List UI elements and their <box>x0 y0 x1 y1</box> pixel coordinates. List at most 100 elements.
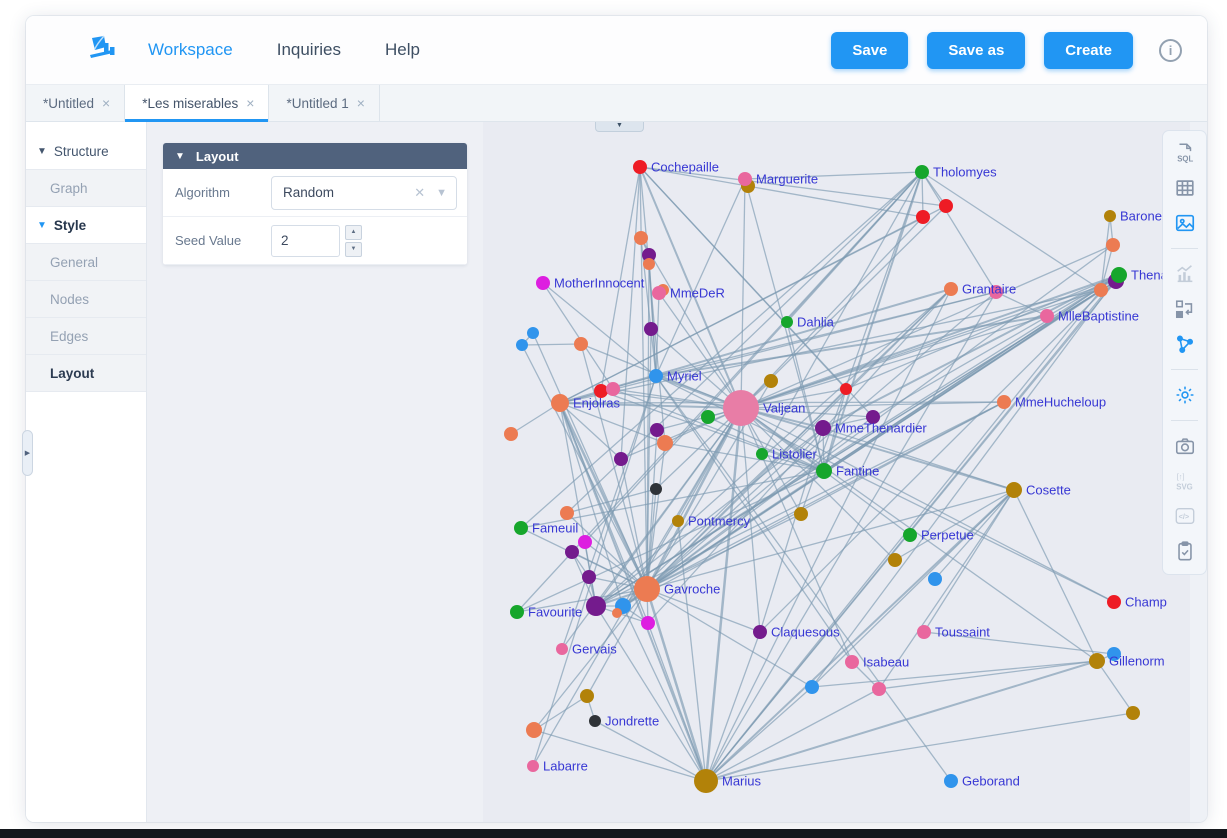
graph-node[interactable] <box>582 570 596 584</box>
sidebar-item-general[interactable]: General <box>26 244 146 281</box>
clear-icon[interactable]: ✕ <box>414 184 426 200</box>
expand-sidebar-handle[interactable]: ▶ <box>22 430 33 476</box>
graph-canvas[interactable]: Cochepaille Marguerite Tholomyes Barone Moth… <box>483 122 1207 822</box>
sidebar-item-layout[interactable]: Layout <box>26 355 146 392</box>
sidebar-item-style[interactable]: ▼ Style <box>26 207 146 244</box>
tab-untitled-1[interactable]: *Untitled 1 × <box>269 85 380 121</box>
graph-node[interactable] <box>504 427 518 441</box>
graph-node-favourite[interactable] <box>510 605 524 619</box>
graph-node[interactable] <box>565 545 579 559</box>
graph-node[interactable] <box>644 322 658 336</box>
settings-icon[interactable] <box>1174 384 1196 406</box>
graph-node-tholomyes[interactable] <box>915 165 929 179</box>
graph-node-geborand[interactable] <box>944 774 958 788</box>
layout-widget-header[interactable]: ▼ Layout <box>163 143 467 169</box>
save-as-button[interactable]: Save as <box>927 31 1026 69</box>
graph-node-fantine[interactable] <box>816 463 832 479</box>
collapse-panel-handle[interactable]: ▼ <box>595 122 644 132</box>
graph-node[interactable] <box>650 423 664 437</box>
app-logo-icon[interactable] <box>80 30 120 70</box>
table-icon[interactable] <box>1174 177 1196 199</box>
graph-node-gavroche[interactable] <box>634 576 660 602</box>
graph-node-marius[interactable] <box>694 769 718 793</box>
graph-node[interactable] <box>657 435 673 451</box>
graph-node[interactable] <box>606 382 620 396</box>
tab-untitled[interactable]: *Untitled × <box>26 85 126 121</box>
graph-node-mmehucheloup[interactable] <box>997 395 1011 409</box>
graph-node[interactable] <box>643 258 655 270</box>
close-icon[interactable]: × <box>102 95 111 111</box>
graph-node-isabeau[interactable] <box>845 655 859 669</box>
graph-node-marguerite[interactable] <box>738 172 752 186</box>
graph-node[interactable] <box>872 682 886 696</box>
graph-node[interactable] <box>574 337 588 351</box>
graph-node[interactable] <box>805 680 819 694</box>
graph-node[interactable] <box>989 285 1003 299</box>
image-icon[interactable] <box>1174 212 1196 234</box>
close-icon[interactable]: × <box>356 95 365 111</box>
spin-down-button[interactable]: ▼ <box>345 241 362 257</box>
graph-node[interactable] <box>527 327 539 339</box>
graph-node[interactable] <box>516 339 528 351</box>
close-icon[interactable]: × <box>246 95 255 111</box>
graph-node[interactable] <box>764 374 778 388</box>
graph-node[interactable] <box>526 722 542 738</box>
graph-node[interactable] <box>580 689 594 703</box>
graph-node-enjolras[interactable] <box>551 394 569 412</box>
graph-node[interactable] <box>888 553 902 567</box>
graph-node[interactable] <box>1126 706 1140 720</box>
algorithm-select[interactable]: Random ✕ ▼ <box>271 175 457 210</box>
graph-node-fameuil[interactable] <box>514 521 528 535</box>
graph-node[interactable] <box>701 410 715 424</box>
graph-node-claquesous[interactable] <box>753 625 767 639</box>
nav-item-inquiries[interactable]: Inquiries <box>276 40 341 59</box>
tab-les-miserables[interactable]: *Les miserables × <box>125 85 270 122</box>
graph-node[interactable] <box>794 507 808 521</box>
sidebar-item-nodes[interactable]: Nodes <box>26 281 146 318</box>
sql-file-icon[interactable]: SQL <box>1174 142 1196 164</box>
graph-node-mllebaptistine[interactable] <box>1040 309 1054 323</box>
graph-node-grantaire[interactable] <box>944 282 958 296</box>
graph-node-cochepaille[interactable] <box>633 160 647 174</box>
graph-node[interactable] <box>612 608 622 618</box>
graph-node-dahlia[interactable] <box>781 316 793 328</box>
graph-node-mmeder[interactable] <box>652 286 666 300</box>
graph-node-gillenorm[interactable] <box>1089 653 1105 669</box>
graph-node-perpetue[interactable] <box>903 528 917 542</box>
graph-node-labarre[interactable] <box>527 760 539 772</box>
chevron-down-icon[interactable]: ▼ <box>436 186 447 199</box>
graph-node[interactable] <box>578 535 592 549</box>
graph-node-myriel[interactable] <box>649 369 663 383</box>
graph-node[interactable] <box>560 506 574 520</box>
nav-item-workspace[interactable]: Workspace <box>148 40 233 59</box>
graph-node-gervais[interactable] <box>556 643 568 655</box>
pipeline-icon[interactable] <box>1174 298 1196 320</box>
seed-input[interactable] <box>271 224 340 257</box>
sidebar-item-graph[interactable]: Graph <box>26 170 146 207</box>
graph-node[interactable] <box>641 616 655 630</box>
create-button[interactable]: Create <box>1044 31 1133 69</box>
graph-node-valjean[interactable] <box>723 390 759 426</box>
graph-node-pontmercy[interactable] <box>672 515 684 527</box>
graph-node[interactable] <box>586 596 606 616</box>
graph-node-listolier[interactable] <box>756 448 768 460</box>
graph-node-thena[interactable] <box>1111 267 1127 283</box>
graph-node-barone[interactable] <box>1104 210 1116 222</box>
sidebar-item-structure[interactable]: ▼ Structure <box>26 133 146 170</box>
graph-node-jondrette[interactable] <box>589 715 601 727</box>
network-graph[interactable]: Cochepaille Marguerite Tholomyes Barone Moth… <box>483 122 1167 822</box>
graph-node-toussaint[interactable] <box>917 625 931 639</box>
graph-node-mmethenardier[interactable] <box>815 420 831 436</box>
graph-node[interactable] <box>1107 647 1121 661</box>
nav-item-help[interactable]: Help <box>384 40 420 59</box>
graph-node[interactable] <box>866 410 880 424</box>
camera-icon[interactable] <box>1174 435 1196 457</box>
graph-node[interactable] <box>614 452 628 466</box>
clipboard-icon[interactable] <box>1174 540 1196 562</box>
graph-node[interactable] <box>594 384 608 398</box>
graph-node[interactable] <box>642 248 656 262</box>
graph-node-motherinnocent[interactable] <box>536 276 550 290</box>
sidebar-item-edges[interactable]: Edges <box>26 318 146 355</box>
graph-node[interactable] <box>650 483 662 495</box>
info-icon[interactable]: i <box>1159 38 1182 62</box>
